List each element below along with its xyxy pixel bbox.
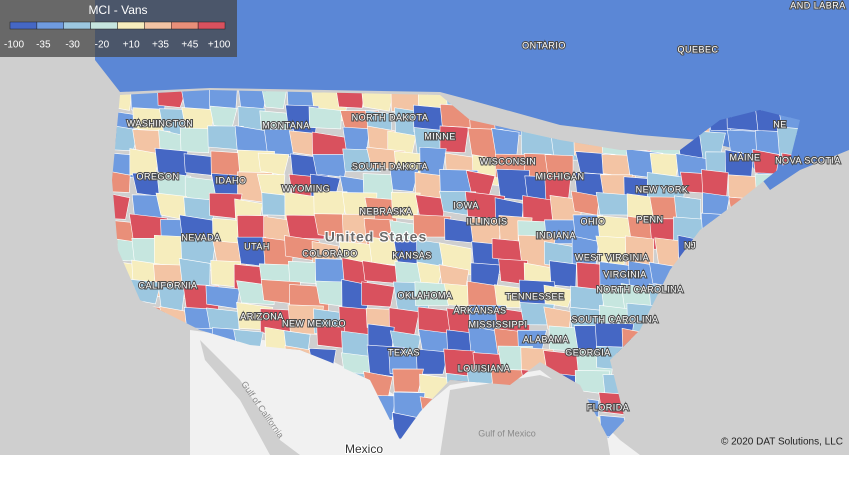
region [205,285,241,309]
state-label: FLORIDA [587,402,630,412]
region [260,90,288,109]
state-label: WASHINGTON [127,118,194,128]
state-label: IOWA [453,200,479,210]
state-label: NORTH CAROLINA [596,284,683,294]
state-label: INDIANA [536,230,576,240]
state-label: PENN [636,214,663,224]
gulf-water [440,375,610,455]
legend-swatch [144,21,172,30]
legend-tick: -35 [36,40,51,51]
region [414,281,450,306]
region [361,281,395,308]
legend-swatch [117,21,145,30]
region [316,325,345,349]
region [112,169,131,193]
region [312,154,349,178]
country-label: Mexico [345,442,383,455]
state-label: NORTH DAKOTA [352,112,429,122]
state-label: MAINE [729,152,760,162]
region [389,168,420,192]
state-label: OHIO [580,216,605,226]
region [544,154,574,181]
legend-tick: +10 [123,40,140,51]
legend-swatch [90,21,118,30]
state-label: OKLAHOMA [397,290,452,300]
map: ONTARIO QUEBEC AND LABRA MONTANA NORTH DAKOT… [0,0,849,457]
state-label: ARKANSAS [453,305,506,315]
region [416,348,449,375]
state-label: QUEBEC [677,44,718,54]
state-label: SOUTH DAKOTA [352,161,428,171]
state-label: NEW YORK [636,184,689,194]
state-label: NEVADA [181,232,220,242]
legend-tick: +100 [208,40,231,51]
state-label: MISSISSIPPI [468,319,527,329]
state-label: NE [773,119,787,129]
attribution: © 2020 DAT Solutions, LLC [721,437,843,448]
legend-tick: +35 [152,40,169,51]
state-label: SOUTH CAROLINA [571,314,658,324]
region [179,127,211,154]
legend-tick: -100 [4,40,24,51]
canada [95,0,849,190]
state-label: LOUISIANA [458,363,511,373]
state-label: MICHIGAN [536,171,585,181]
state-label: WEST VIRGINIA [575,252,649,262]
region [439,125,469,154]
legend-tick: -20 [95,40,110,51]
labels: ONTARIO QUEBEC AND LABRA MONTANA NORTH DAKOT… [126,0,847,457]
state-label: ONTARIO [522,40,566,50]
region [543,284,574,308]
state-label: ILLINOIS [466,216,507,226]
state-label: ALABAMA [523,334,569,344]
state-label: CALIFORNIA [138,280,197,290]
region [392,368,424,393]
legend-tick: -30 [65,40,80,51]
region [491,127,520,158]
legend-tick: +45 [181,40,198,51]
state-label: MINNE [424,131,456,141]
state-label: MONTANA [262,120,310,130]
state-label: NJ [684,240,696,250]
state-label: WYOMING [282,183,331,193]
state-label: GEORGIA [565,347,611,357]
state-label: KANSAS [392,250,432,260]
country-label: United States [325,229,427,245]
state-label: ARIZONA [240,311,284,321]
region [308,106,342,130]
region [415,194,446,218]
state-label: OREGON [136,171,179,181]
state-label: VIRGINIA [603,269,647,279]
gulf-water [200,340,300,455]
state-label: NEW MEXICO [282,318,346,328]
legend: MCI - Vans -100 -35 -30 -20 +10 +35 +45 +100 [0,0,237,57]
state-label: NOVA SCOTIA [775,155,841,165]
state-label: TEXAS [388,347,420,357]
region [112,191,131,220]
state-label: IDAHO [215,175,246,185]
legend-swatch [9,21,38,30]
state-label: NEBRASKA [359,206,412,216]
state-label: UTAH [244,241,270,251]
legend-swatch [63,21,91,30]
state-label: AND LABRA [790,0,846,10]
state-label: WISCONSIN [480,156,537,166]
water-label: Gulf of Mexico [478,428,536,438]
legend-swatch [36,21,64,30]
region [315,280,346,307]
legend-swatch [171,21,199,30]
legend-swatch [197,21,226,30]
region [701,169,729,197]
state-label: TENNESSEE [505,291,564,301]
legend-title: MCI - Vans [88,3,147,17]
region [334,90,367,109]
state-label: COLORADO [302,248,358,258]
